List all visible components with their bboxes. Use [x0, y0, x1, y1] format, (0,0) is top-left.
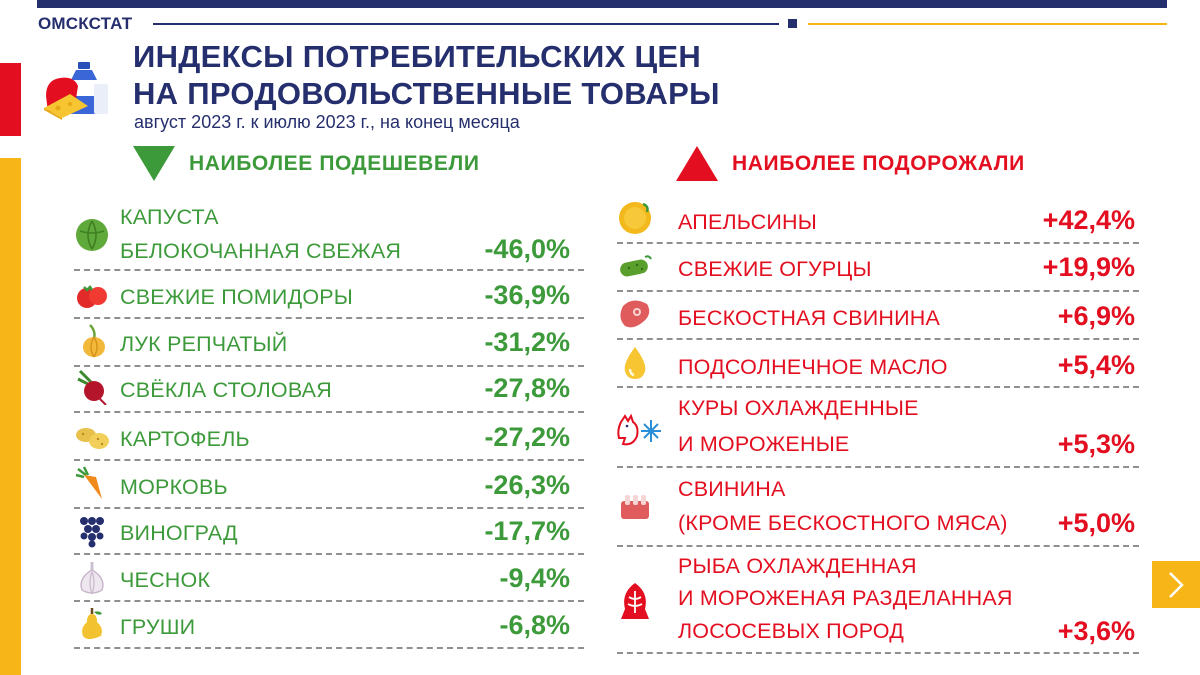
pork-ribs-icon [617, 489, 653, 525]
item-name: КАРТОФЕЛЬ [120, 427, 250, 451]
fish-icon [617, 581, 653, 619]
list-item: СВЕЖИЕ ПОМИДОРЫ -36,9% [74, 271, 584, 319]
item-value: -26,3% [484, 470, 570, 500]
item-name-line-1: РЫБА ОХЛАЖДЕННАЯ [678, 554, 917, 578]
potato-icon [74, 419, 110, 455]
list-item: БЕСКОСТНАЯ СВИНИНА +6,9% [617, 292, 1139, 340]
list-item: ПОДСОЛНЕЧНОЕ МАСЛО +5,4% [617, 340, 1139, 388]
item-name-line-2: БЕЛОКОЧАННАЯ СВЕЖАЯ [120, 239, 402, 263]
item-name: ЛУК РЕПЧАТЫЙ [120, 332, 288, 356]
oil-drop-icon [617, 345, 653, 381]
next-slide-button[interactable] [1152, 561, 1200, 608]
pork-steak-icon [617, 296, 653, 332]
item-value: -27,2% [484, 422, 570, 452]
item-name: МОРКОВЬ [120, 475, 228, 499]
chicken-snowflake-icon [617, 412, 663, 448]
beet-icon [74, 369, 110, 406]
item-value: +19,9% [1042, 252, 1135, 282]
item-name: ЧЕСНОК [120, 568, 211, 592]
header-rule-orange [808, 23, 1167, 25]
orange-fruit-icon [617, 200, 653, 236]
top-accent-bar [37, 0, 1167, 8]
list-item: ЧЕСНОК -9,4% [74, 555, 584, 602]
groceries-icon [42, 58, 110, 120]
pricier-heading: НАИБОЛЕЕ ПОДОРОЖАЛИ [676, 146, 1025, 181]
title-line-2: НА ПРОДОВОЛЬСТВЕННЫЕ ТОВАРЫ [133, 76, 720, 111]
item-name: ГРУШИ [120, 615, 196, 639]
item-name: ПОДСОЛНЕЧНОЕ МАСЛО [678, 355, 948, 379]
item-value: -36,9% [484, 280, 570, 310]
list-item: РЫБА ОХЛАЖДЕННАЯ И МОРОЖЕНАЯ РАЗДЕЛАННАЯ… [617, 547, 1139, 654]
item-name-line-2: И МОРОЖЕНЫЕ [678, 432, 850, 456]
org-name: ОМСКСТАТ [38, 14, 133, 33]
cabbage-icon [74, 217, 110, 253]
item-value: -6,8% [499, 610, 570, 640]
item-value: +5,4% [1057, 350, 1135, 380]
item-value: -31,2% [484, 327, 570, 357]
list-item: ВИНОГРАД -17,7% [74, 509, 584, 555]
cucumber-icon [617, 249, 653, 285]
carrot-icon [74, 465, 110, 501]
item-name-line-2: И МОРОЖЕНАЯ РАЗДЕЛАННАЯ [678, 586, 1013, 610]
header-rule-navy [153, 23, 779, 25]
item-name: ВИНОГРАД [120, 521, 238, 545]
down-triangle-icon [133, 146, 175, 181]
item-value: +42,4% [1042, 205, 1135, 235]
list-item: АПЕЛЬСИНЫ +42,4% [617, 198, 1139, 244]
side-accent-red [0, 63, 21, 136]
pricier-list: АПЕЛЬСИНЫ +42,4% СВЕЖИЕ ОГУРЦЫ +19,9% БЕ… [617, 198, 1139, 654]
item-name-line-1: СВИНИНА [678, 477, 786, 501]
item-value: +3,6% [1057, 616, 1135, 646]
side-accent-yellow [0, 158, 21, 675]
item-value: -9,4% [499, 563, 570, 593]
item-value: -46,0% [484, 234, 570, 264]
pear-icon [74, 606, 110, 642]
cheaper-heading: НАИБОЛЕЕ ПОДЕШЕВЕЛИ [133, 146, 480, 181]
item-name-line-3: ЛОСОСЕВЫХ ПОРОД [678, 619, 905, 643]
page-subtitle: август 2023 г. к июлю 2023 г., на конец … [134, 112, 520, 132]
list-item: КУРЫ ОХЛАЖДЕННЫЕ И МОРОЖЕНЫЕ +5,3% [617, 388, 1139, 468]
list-item: ГРУШИ -6,8% [74, 602, 584, 649]
garlic-icon [74, 560, 110, 596]
header-rule-square [788, 19, 797, 28]
list-item: КАПУСТА БЕЛОКОЧАННАЯ СВЕЖАЯ -46,0% [74, 198, 584, 271]
list-item: ЛУК РЕПЧАТЫЙ -31,2% [74, 319, 584, 367]
pricier-heading-label: НАИБОЛЕЕ ПОДОРОЖАЛИ [732, 151, 1025, 175]
item-name: СВЕЖИЕ ПОМИДОРЫ [120, 285, 354, 309]
item-value: -17,7% [484, 516, 570, 546]
cheaper-heading-label: НАИБОЛЕЕ ПОДЕШЕВЕЛИ [189, 151, 480, 175]
chevron-right-icon [1169, 571, 1184, 598]
item-name-line-1: КАПУСТА [120, 205, 219, 229]
list-item: СВЕЖИЕ ОГУРЦЫ +19,9% [617, 244, 1139, 292]
item-name: АПЕЛЬСИНЫ [678, 210, 817, 234]
item-name-line-2: (КРОМЕ БЕСКОСТНОГО МЯСА) [678, 511, 1008, 535]
item-value: +5,3% [1057, 429, 1135, 459]
cheaper-list: КАПУСТА БЕЛОКОЧАННАЯ СВЕЖАЯ -46,0% СВЕЖИ… [74, 198, 584, 649]
list-item: МОРКОВЬ -26,3% [74, 461, 584, 509]
item-value: +6,9% [1057, 301, 1135, 331]
tomato-icon [74, 278, 110, 314]
list-item: КАРТОФЕЛЬ -27,2% [74, 413, 584, 461]
item-value: -27,8% [484, 373, 570, 403]
grapes-icon [74, 512, 110, 548]
item-name-line-1: КУРЫ ОХЛАЖДЕННЫЕ [678, 396, 919, 420]
item-name: БЕСКОСТНАЯ СВИНИНА [678, 306, 941, 330]
up-triangle-icon [676, 146, 718, 181]
onion-icon [74, 323, 110, 359]
item-name: СВЕЖИЕ ОГУРЦЫ [678, 257, 872, 281]
title-line-1: ИНДЕКСЫ ПОТРЕБИТЕЛЬСКИХ ЦЕН [133, 39, 702, 74]
page-title: ИНДЕКСЫ ПОТРЕБИТЕЛЬСКИХ ЦЕН НА ПРОДОВОЛЬ… [133, 38, 720, 112]
item-name: СВЁКЛА СТОЛОВАЯ [120, 378, 332, 402]
list-item: СВЁКЛА СТОЛОВАЯ -27,8% [74, 367, 584, 413]
list-item: СВИНИНА (КРОМЕ БЕСКОСТНОГО МЯСА) +5,0% [617, 468, 1139, 547]
item-value: +5,0% [1057, 508, 1135, 538]
